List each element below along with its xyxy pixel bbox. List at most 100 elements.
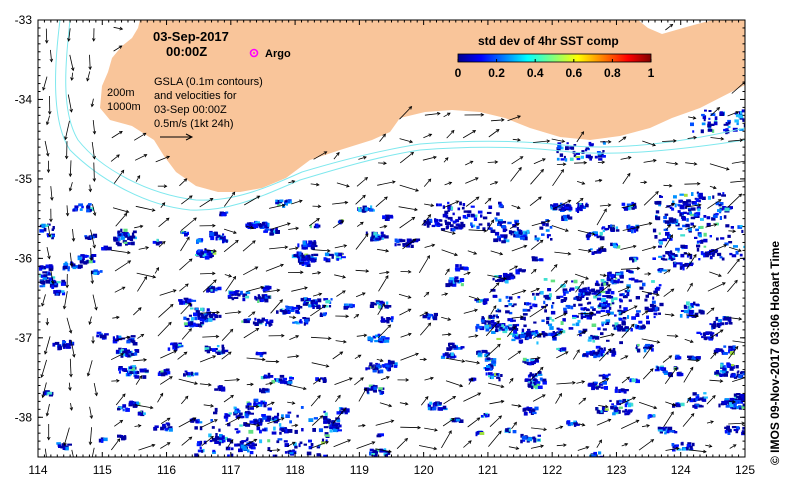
sst-pixel bbox=[115, 349, 120, 354]
velocity-arrow bbox=[287, 441, 296, 447]
sst-pixel bbox=[611, 353, 616, 357]
sst-pixel bbox=[696, 191, 699, 194]
sst-pixel bbox=[244, 318, 249, 322]
sst-pixel bbox=[306, 451, 312, 456]
sst-pixel bbox=[703, 336, 708, 340]
velocity-arrow bbox=[400, 426, 421, 429]
sst-pixel bbox=[422, 315, 427, 319]
sst-pixel bbox=[195, 310, 200, 314]
velocity-arrow bbox=[642, 140, 656, 146]
velocity-arrowhead bbox=[319, 415, 324, 419]
sst-pixel bbox=[219, 434, 223, 438]
sst-pixel bbox=[297, 243, 300, 248]
sst-pixel bbox=[267, 222, 270, 227]
sst-pixel bbox=[246, 403, 252, 406]
sst-pixel bbox=[600, 386, 604, 389]
sst-pixel bbox=[386, 320, 390, 324]
sst-pixel bbox=[644, 298, 648, 302]
velocity-arrow bbox=[553, 200, 571, 210]
sst-pixel bbox=[513, 330, 518, 334]
sst-pixel bbox=[647, 414, 652, 417]
sst-pixel bbox=[284, 451, 288, 454]
velocity-arrowhead bbox=[466, 271, 471, 275]
sst-pixel bbox=[242, 297, 246, 302]
sst-pixel bbox=[130, 337, 135, 341]
sst-pixel bbox=[242, 447, 247, 451]
velocity-arrow bbox=[600, 313, 611, 318]
velocity-arrow bbox=[92, 204, 96, 216]
sst-pixel bbox=[682, 211, 687, 214]
sst-pixel bbox=[384, 339, 390, 343]
velocity-arrow bbox=[422, 156, 437, 161]
velocity-arrow bbox=[69, 182, 73, 191]
velocity-arrow bbox=[313, 151, 327, 160]
sst-pixel bbox=[159, 241, 163, 244]
sst-pixel bbox=[449, 224, 454, 227]
sst-pixel bbox=[523, 324, 527, 328]
sst-pixel bbox=[431, 224, 435, 228]
sst-pixel bbox=[618, 409, 621, 414]
velocity-arrow bbox=[310, 304, 327, 317]
sst-pixel bbox=[262, 428, 267, 432]
velocity-arrow bbox=[685, 225, 696, 230]
sst-pixel bbox=[370, 337, 374, 341]
sst-pixel bbox=[689, 398, 694, 403]
sst-pixel bbox=[452, 344, 457, 349]
sst-pixel bbox=[533, 296, 536, 301]
velocity-arrow bbox=[684, 338, 694, 343]
sst-pixel bbox=[503, 237, 507, 241]
sst-pixel bbox=[325, 312, 327, 315]
sst-pixel bbox=[565, 203, 570, 207]
velocity-arrow bbox=[291, 424, 298, 427]
sst-pixel bbox=[248, 443, 251, 447]
sst-pixel bbox=[650, 308, 653, 312]
sst-pixel bbox=[62, 340, 67, 344]
sst-pixel bbox=[613, 324, 617, 328]
sst-pixel bbox=[442, 353, 446, 357]
sst-pixel bbox=[600, 309, 606, 313]
velocity-arrowhead bbox=[385, 270, 390, 275]
sst-pixel bbox=[736, 426, 740, 430]
sst-pixel bbox=[60, 282, 66, 286]
sst-pixel bbox=[717, 209, 722, 212]
sst-pixel bbox=[128, 401, 134, 405]
sst-pixel bbox=[626, 284, 631, 289]
sst-pixel bbox=[329, 429, 333, 433]
sst-pixel bbox=[625, 328, 629, 332]
sst-pixel bbox=[223, 415, 229, 419]
velocity-arrowhead bbox=[355, 313, 360, 318]
velocity-arrow bbox=[621, 420, 639, 429]
sst-pixel bbox=[269, 319, 274, 323]
sst-pixel bbox=[667, 426, 673, 431]
sst-pixel bbox=[452, 280, 456, 284]
sst-pixel bbox=[300, 252, 304, 256]
sst-pixel bbox=[600, 290, 606, 294]
sst-pixel bbox=[482, 227, 486, 231]
velocity-arrow bbox=[443, 112, 451, 118]
sst-pixel bbox=[672, 257, 676, 260]
sst-pixel bbox=[711, 326, 714, 330]
sst-pixel bbox=[178, 299, 183, 302]
velocity-arrow bbox=[177, 351, 188, 360]
sst-pixel bbox=[620, 325, 623, 330]
velocity-arrow bbox=[353, 314, 359, 319]
velocity-arrow bbox=[728, 230, 736, 232]
sst-pixel bbox=[663, 216, 667, 220]
sst-pixel bbox=[624, 408, 628, 413]
sst-pixel bbox=[477, 325, 483, 329]
velocity-arrow bbox=[512, 138, 521, 141]
sst-pixel bbox=[116, 337, 119, 342]
sst-pixel bbox=[222, 239, 225, 244]
sst-pixel bbox=[509, 332, 513, 336]
sst-pixel bbox=[715, 212, 719, 216]
sst-pixel bbox=[689, 310, 693, 314]
velocity-arrow bbox=[63, 291, 68, 309]
velocity-arrowhead bbox=[254, 266, 259, 270]
sst-pixel bbox=[664, 220, 670, 224]
sst-pixel bbox=[58, 292, 61, 296]
sst-pixel bbox=[639, 286, 644, 290]
velocity-arrow bbox=[91, 270, 93, 284]
velocity-arrowhead bbox=[494, 160, 499, 164]
sst-pixel bbox=[592, 350, 596, 353]
velocity-arrow bbox=[468, 378, 473, 385]
